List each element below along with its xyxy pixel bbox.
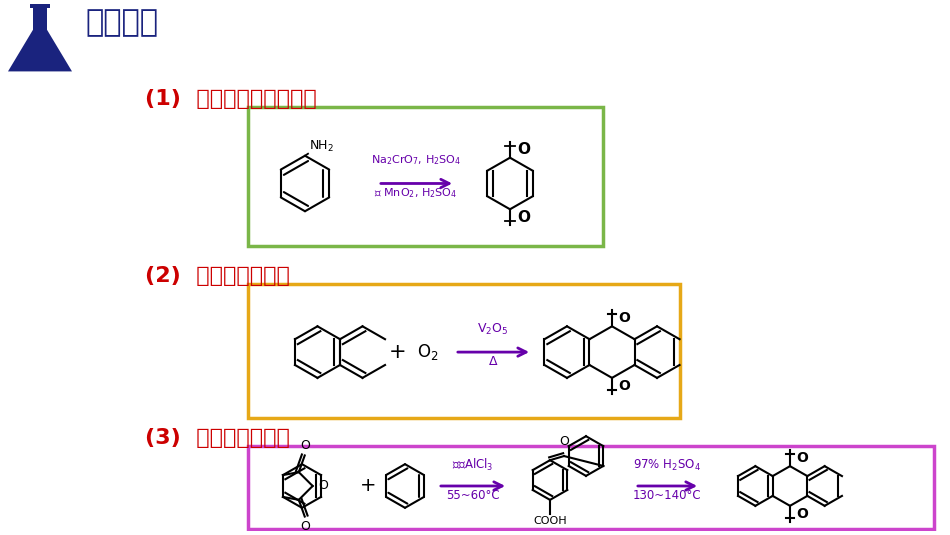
Text: 130~140°C: 130~140°C <box>633 489 701 502</box>
Text: 55~60°C: 55~60°C <box>446 489 500 502</box>
Text: 或 MnO$_2$, H$_2$SO$_4$: 或 MnO$_2$, H$_2$SO$_4$ <box>374 187 458 200</box>
Polygon shape <box>33 8 47 30</box>
Polygon shape <box>8 30 72 71</box>
Text: O$_2$: O$_2$ <box>417 342 439 362</box>
Text: (3)  由其它方法制备: (3) 由其它方法制备 <box>145 429 290 448</box>
Text: +: + <box>390 342 407 362</box>
Text: O: O <box>796 451 808 465</box>
Text: 无水AlCl$_3$: 无水AlCl$_3$ <box>452 457 494 473</box>
Text: V$_2$O$_5$: V$_2$O$_5$ <box>477 322 508 337</box>
Text: O: O <box>796 507 808 521</box>
Bar <box>248 446 934 529</box>
Polygon shape <box>30 4 50 8</box>
Text: (1)  由酚或芳胺氧化制备: (1) 由酚或芳胺氧化制备 <box>145 89 316 109</box>
Text: O: O <box>559 435 569 448</box>
Text: O: O <box>517 142 530 157</box>
Text: O: O <box>318 479 329 493</box>
Text: NH$_2$: NH$_2$ <box>309 139 334 154</box>
Text: Δ: Δ <box>488 355 497 368</box>
Text: O: O <box>618 379 630 393</box>
Text: O: O <box>618 311 630 325</box>
Text: COOH: COOH <box>533 516 567 526</box>
Text: (2)  由芳烃氧化制备: (2) 由芳烃氧化制备 <box>145 266 290 286</box>
Text: O: O <box>517 210 530 225</box>
Text: 97% H$_2$SO$_4$: 97% H$_2$SO$_4$ <box>633 458 701 473</box>
Text: O: O <box>300 439 310 453</box>
Bar <box>248 107 603 246</box>
Bar <box>248 284 680 417</box>
Text: +: + <box>360 477 376 495</box>
Text: Na$_2$CrO$_7$, H$_2$SO$_4$: Na$_2$CrO$_7$, H$_2$SO$_4$ <box>370 153 461 166</box>
Text: 醌的制法: 醌的制法 <box>85 8 158 37</box>
Text: O: O <box>300 519 310 532</box>
